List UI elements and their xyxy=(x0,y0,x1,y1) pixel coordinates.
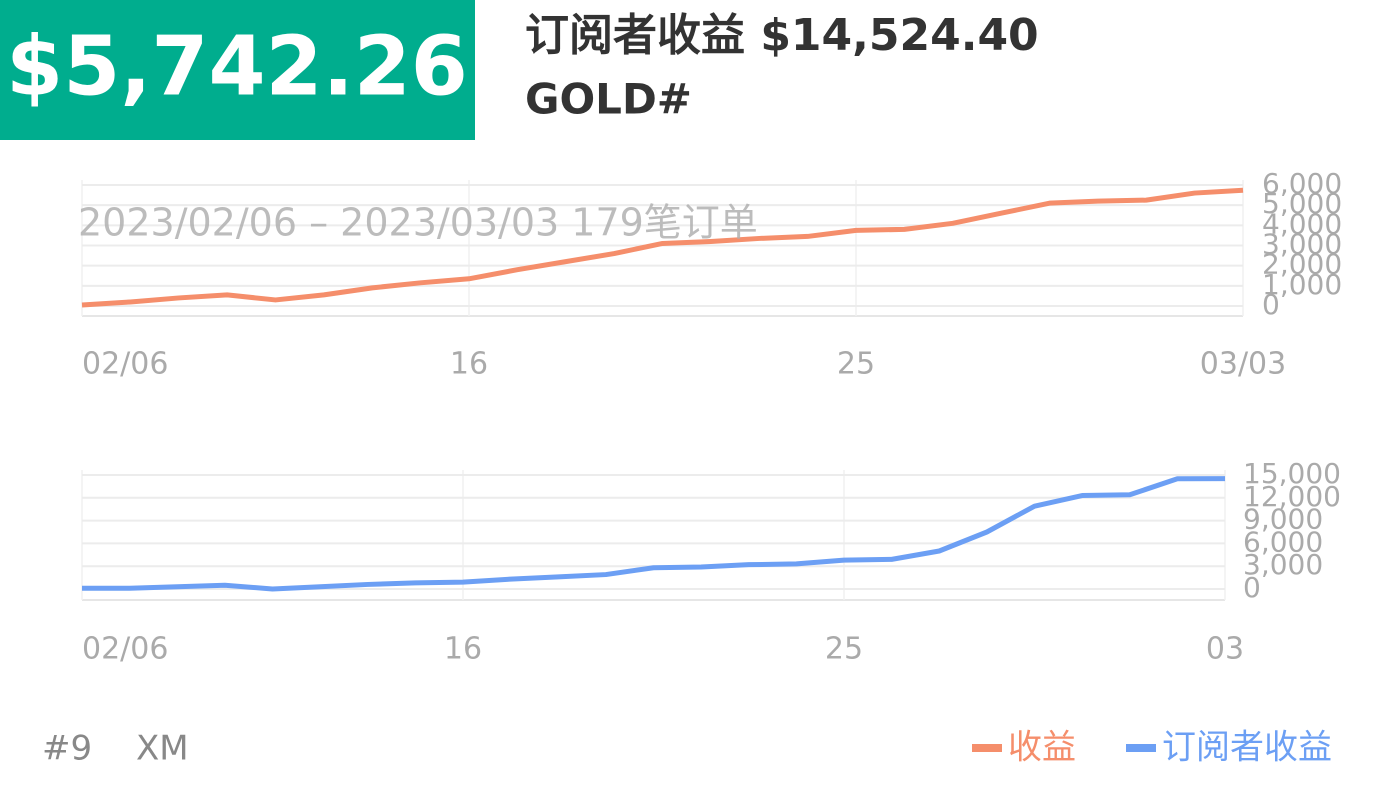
amount: $5,742.26 xyxy=(6,19,468,114)
y-tick-label: 4,000 xyxy=(1262,207,1342,240)
series-line xyxy=(81,187,1244,308)
symbol: GOLD# xyxy=(525,75,692,124)
x-tick-label: 03 xyxy=(1206,632,1244,667)
x-tick-label: 02/06 xyxy=(82,632,168,667)
x-tick-label: 03/03 xyxy=(1200,347,1286,382)
y-tick-label: 6,000 xyxy=(1243,525,1323,558)
y-tick-label: 2,000 xyxy=(1262,248,1342,281)
series-line xyxy=(82,476,1226,592)
x-tick-label: 25 xyxy=(837,347,875,382)
y-tick-label: 3,000 xyxy=(1262,228,1342,261)
y-tick-label: 9,000 xyxy=(1243,503,1323,536)
broker: XM xyxy=(136,729,189,769)
x-tick-label: 16 xyxy=(444,632,482,667)
x-tick-label: 16 xyxy=(450,347,488,382)
y-tick-label: 15,000 xyxy=(1243,457,1341,490)
y-tick-label: 6,000 xyxy=(1262,167,1342,200)
rank: #9 xyxy=(42,729,92,769)
x-tick-label: 25 xyxy=(825,632,863,667)
y-tick-label: 5,000 xyxy=(1262,187,1342,220)
y-tick-label: 0 xyxy=(1262,288,1280,321)
legend-swatch xyxy=(1126,744,1156,752)
y-tick-label: 1,000 xyxy=(1262,268,1342,301)
legend-label: 收益 xyxy=(1008,728,1076,768)
y-tick-label: 12,000 xyxy=(1243,480,1341,513)
y-tick-label: 3,000 xyxy=(1243,548,1323,581)
y-tick-label: 0 xyxy=(1243,571,1261,604)
x-tick-label: 02/06 xyxy=(82,347,168,382)
legend-label: 订阅者收益 xyxy=(1162,728,1332,768)
title: 订阅者收益 $14,524.40 xyxy=(525,10,1039,61)
subtitle: 2023/02/06 – 2023/03/03 179笔订单 xyxy=(78,201,758,245)
legend-swatch xyxy=(972,744,1002,752)
amount-box xyxy=(0,0,475,140)
